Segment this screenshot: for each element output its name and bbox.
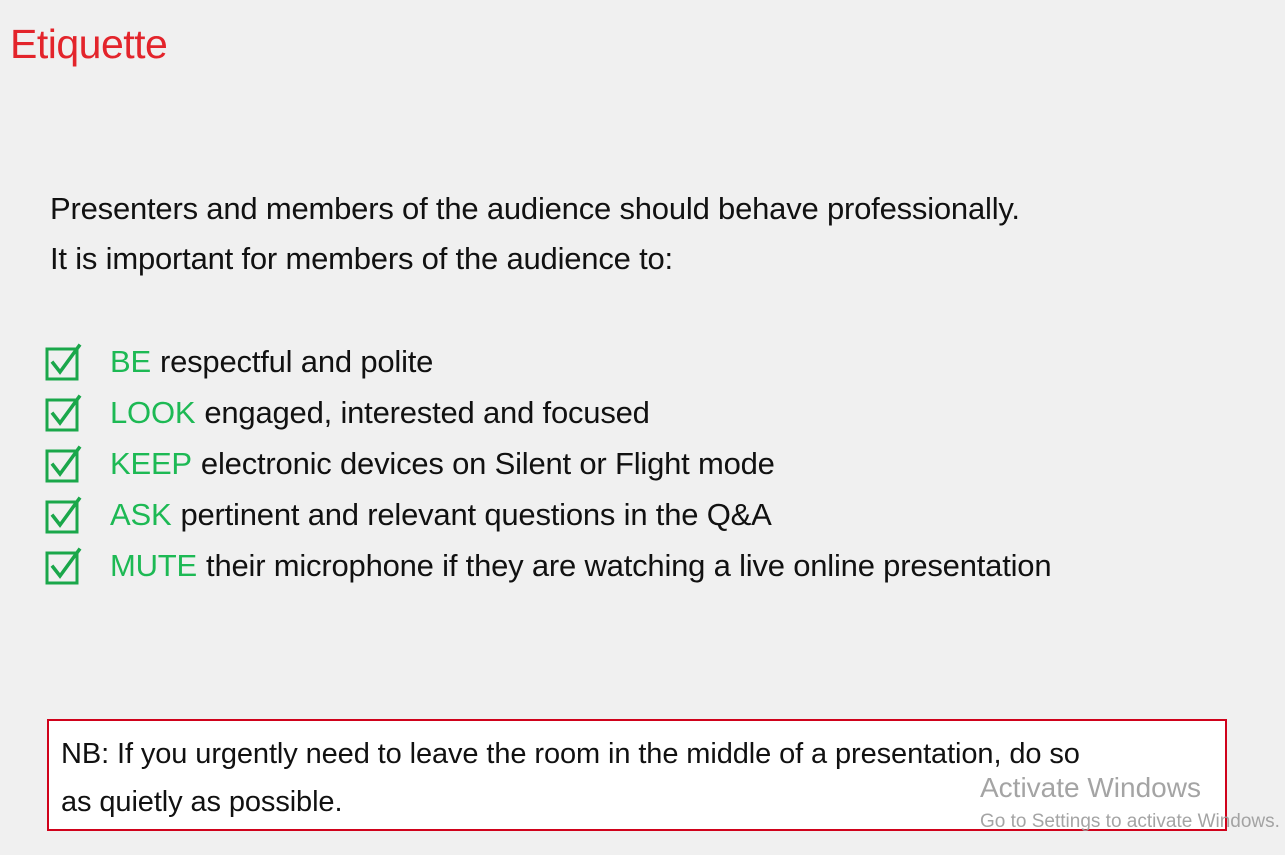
note-box: NB: If you urgently need to leave the ro… bbox=[47, 719, 1227, 831]
checklist-item-text: LOOK engaged, interested and focused bbox=[110, 395, 650, 431]
checklist-item-ask: ASK pertinent and relevant questions in t… bbox=[45, 489, 1051, 540]
checklist-item-be: BE respectful and polite bbox=[45, 336, 1051, 387]
checklist-keyword: ASK bbox=[110, 496, 172, 532]
checklist-keyword: KEEP bbox=[110, 445, 192, 481]
checklist-description: pertinent and relevant questions in the … bbox=[180, 496, 772, 532]
checklist-description: engaged, interested and focused bbox=[204, 394, 650, 430]
note-line: as quietly as possible. bbox=[61, 786, 343, 818]
checklist-item-mute: MUTE their microphone if they are watchin… bbox=[45, 540, 1052, 591]
checklist-item-look: LOOK engaged, interested and focused bbox=[45, 387, 1051, 438]
note-line: NB: If you urgently need to leave the ro… bbox=[61, 738, 1080, 770]
slide-title: Etiquette bbox=[10, 21, 168, 67]
checklist-keyword: LOOK bbox=[110, 394, 196, 430]
etiquette-checklist: BE respectful and polite LOOK engaged, int… bbox=[45, 336, 1052, 591]
checklist-item-text: ASK pertinent and relevant questions in t… bbox=[110, 497, 772, 533]
checked-box-icon bbox=[45, 343, 83, 381]
checklist-keyword: MUTE bbox=[110, 547, 198, 583]
intro-line: It is important for members of the audie… bbox=[50, 241, 673, 276]
checklist-description: their microphone if they are watching a … bbox=[206, 547, 1052, 583]
checked-box-icon bbox=[45, 445, 83, 483]
checked-box-icon bbox=[45, 394, 83, 432]
checked-box-icon bbox=[45, 496, 83, 534]
intro-text: Presenters and members of the audience s… bbox=[50, 184, 1020, 284]
checklist-description: electronic devices on Silent or Flight m… bbox=[200, 445, 775, 481]
checked-box-icon bbox=[45, 547, 83, 585]
checklist-item-text: BE respectful and polite bbox=[110, 344, 433, 380]
checklist-item-keep: KEEP electronic devices on Silent or Flig… bbox=[45, 438, 1051, 489]
checklist-description: respectful and polite bbox=[159, 343, 434, 379]
checklist-item-text: MUTE their microphone if they are watchin… bbox=[110, 547, 1052, 584]
checklist-keyword: BE bbox=[110, 343, 151, 379]
checklist-item-text: KEEP electronic devices on Silent or Flig… bbox=[110, 446, 775, 482]
intro-line: Presenters and members of the audience s… bbox=[50, 191, 1020, 226]
